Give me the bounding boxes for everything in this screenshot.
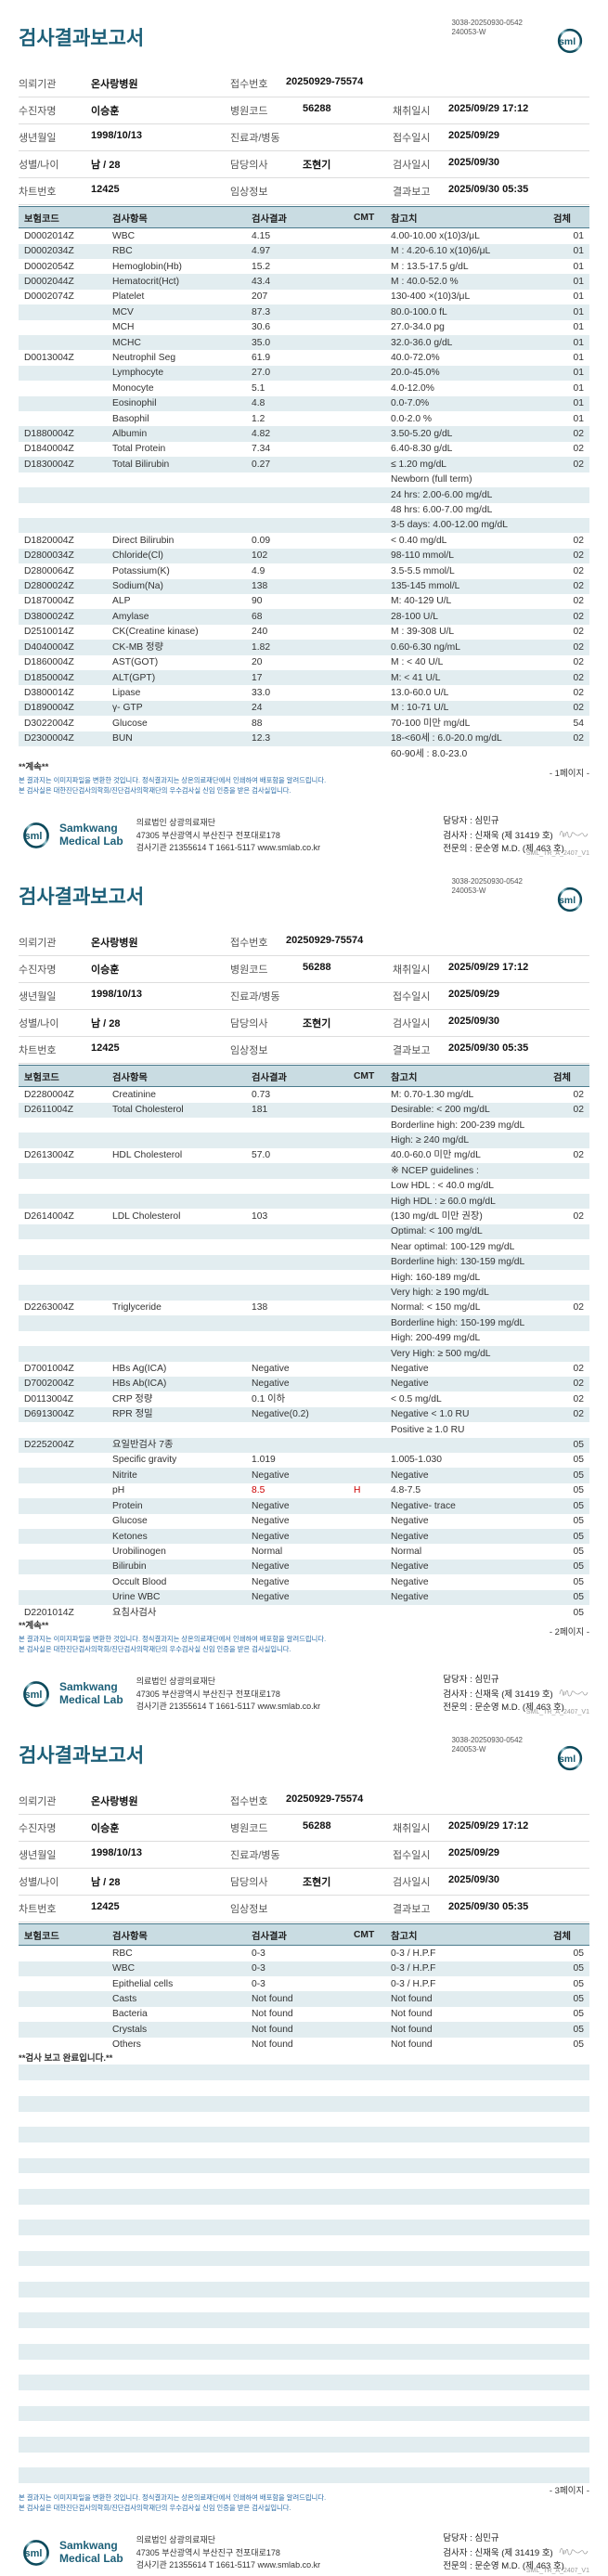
svg-text:sml: sml — [24, 1689, 42, 1701]
svg-text:sml: sml — [559, 37, 576, 47]
svg-text:sml: sml — [559, 1754, 576, 1765]
svg-text:sml: sml — [24, 2548, 42, 2559]
svg-text:sml: sml — [559, 896, 576, 906]
svg-text:sml: sml — [24, 831, 42, 842]
